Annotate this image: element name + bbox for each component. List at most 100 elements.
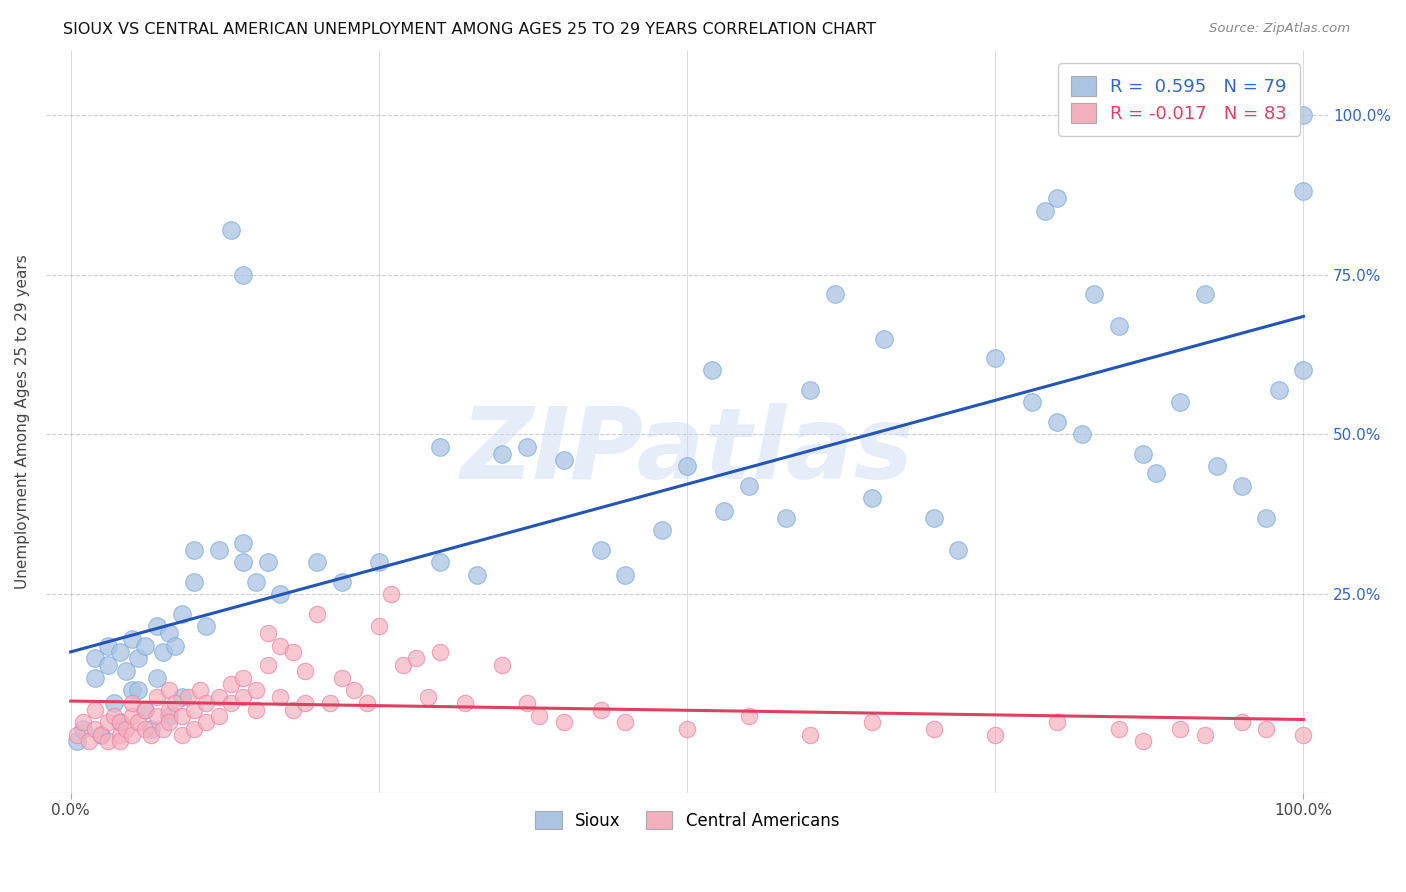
Point xyxy=(454,696,477,710)
Point xyxy=(1046,715,1069,730)
Point xyxy=(343,683,366,698)
Point xyxy=(1230,715,1253,730)
Point xyxy=(799,728,821,742)
Point xyxy=(139,722,162,736)
Point xyxy=(330,574,353,589)
Point xyxy=(257,625,280,640)
Point xyxy=(245,574,267,589)
Point xyxy=(72,715,94,730)
Point xyxy=(84,702,107,716)
Point xyxy=(1108,318,1130,333)
Point xyxy=(72,722,94,736)
Point xyxy=(651,524,673,538)
Point xyxy=(418,690,440,704)
Point xyxy=(294,696,316,710)
Point xyxy=(170,709,193,723)
Point xyxy=(108,715,131,730)
Point xyxy=(146,619,169,633)
Point xyxy=(1132,734,1154,748)
Point xyxy=(307,555,329,569)
Point xyxy=(170,728,193,742)
Point xyxy=(84,671,107,685)
Point xyxy=(183,574,205,589)
Point xyxy=(1292,363,1315,377)
Point xyxy=(294,664,316,678)
Point xyxy=(152,645,174,659)
Point xyxy=(330,671,353,685)
Point xyxy=(134,639,156,653)
Point xyxy=(380,587,402,601)
Point xyxy=(516,696,538,710)
Point xyxy=(219,677,242,691)
Point xyxy=(207,542,229,557)
Point xyxy=(676,459,699,474)
Point xyxy=(97,734,120,748)
Point xyxy=(121,683,143,698)
Point xyxy=(219,223,242,237)
Point xyxy=(1256,510,1278,524)
Point xyxy=(860,491,883,506)
Point xyxy=(157,715,180,730)
Point xyxy=(257,555,280,569)
Point xyxy=(269,587,291,601)
Point xyxy=(367,619,389,633)
Point xyxy=(245,683,267,698)
Point xyxy=(553,453,575,467)
Point xyxy=(1206,459,1229,474)
Point xyxy=(121,696,143,710)
Point xyxy=(66,728,89,742)
Point xyxy=(146,690,169,704)
Point xyxy=(1292,185,1315,199)
Point xyxy=(108,734,131,748)
Point xyxy=(1108,722,1130,736)
Point xyxy=(713,504,735,518)
Point xyxy=(108,645,131,659)
Point xyxy=(157,683,180,698)
Point xyxy=(307,607,329,621)
Point xyxy=(90,728,112,742)
Point xyxy=(922,510,945,524)
Point xyxy=(97,715,120,730)
Point xyxy=(429,555,451,569)
Point xyxy=(700,363,723,377)
Point xyxy=(799,383,821,397)
Point xyxy=(245,702,267,716)
Point xyxy=(103,709,125,723)
Point xyxy=(177,690,200,704)
Point xyxy=(121,709,143,723)
Point xyxy=(269,639,291,653)
Point xyxy=(121,632,143,647)
Text: SIOUX VS CENTRAL AMERICAN UNEMPLOYMENT AMONG AGES 25 TO 29 YEARS CORRELATION CHA: SIOUX VS CENTRAL AMERICAN UNEMPLOYMENT A… xyxy=(63,22,876,37)
Point xyxy=(219,696,242,710)
Point xyxy=(90,728,112,742)
Point xyxy=(429,440,451,454)
Point xyxy=(183,542,205,557)
Point xyxy=(157,625,180,640)
Point xyxy=(146,709,169,723)
Point xyxy=(134,722,156,736)
Point xyxy=(97,639,120,653)
Point xyxy=(183,722,205,736)
Point xyxy=(195,715,218,730)
Point xyxy=(873,332,896,346)
Point xyxy=(207,709,229,723)
Point xyxy=(108,728,131,742)
Point xyxy=(527,709,550,723)
Point xyxy=(738,709,761,723)
Point xyxy=(356,696,378,710)
Point xyxy=(152,722,174,736)
Point xyxy=(170,607,193,621)
Point xyxy=(1230,478,1253,492)
Point xyxy=(121,728,143,742)
Point xyxy=(232,690,254,704)
Point xyxy=(84,651,107,665)
Point xyxy=(984,728,1007,742)
Point xyxy=(1194,728,1216,742)
Point xyxy=(269,690,291,704)
Point xyxy=(1046,415,1069,429)
Y-axis label: Unemployment Among Ages 25 to 29 years: Unemployment Among Ages 25 to 29 years xyxy=(15,254,30,589)
Point xyxy=(516,440,538,454)
Point xyxy=(103,696,125,710)
Point xyxy=(183,702,205,716)
Point xyxy=(281,702,304,716)
